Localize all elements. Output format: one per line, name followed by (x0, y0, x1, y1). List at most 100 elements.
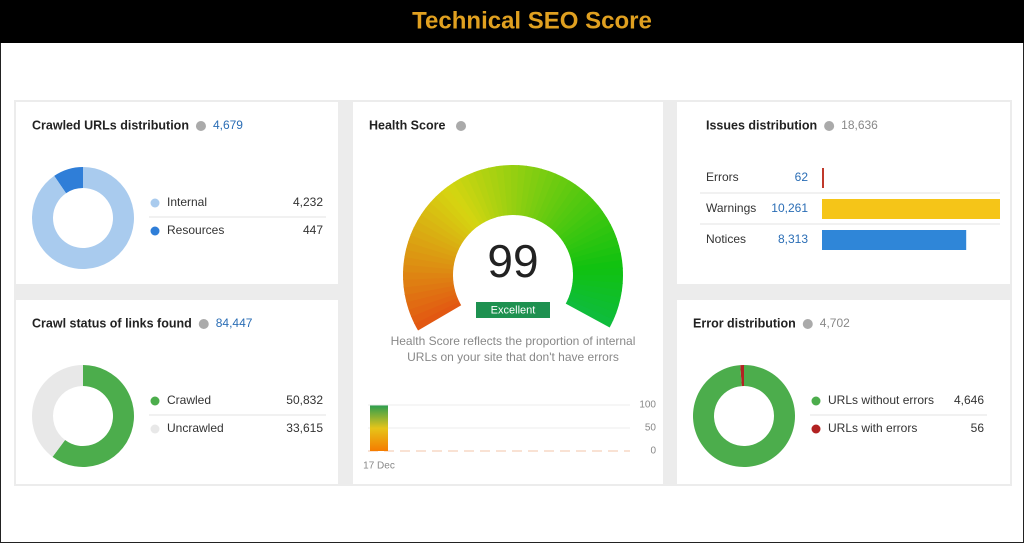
legend-label: Internal (167, 195, 207, 209)
gauge-segment (524, 166, 542, 218)
rating-badge (476, 302, 550, 318)
header-bar (0, 0, 1024, 43)
gauge-segment (408, 293, 458, 317)
donut-segment (32, 167, 134, 269)
legend-dot (811, 396, 821, 406)
gauge-segment (420, 207, 466, 243)
gauge-segment (547, 184, 583, 229)
gauge-segment (571, 283, 622, 300)
description: URLs on your site that don't have errors (407, 350, 619, 364)
gauge-segment (406, 289, 457, 310)
panel-total: 4,679 (213, 118, 243, 132)
gauge-segment (569, 237, 620, 260)
gauge-segment (572, 267, 623, 277)
legend-dot (150, 396, 160, 406)
description: Health Score reflects the proportion of … (391, 334, 636, 348)
gauge-segment (572, 275, 623, 284)
legend-dot (811, 424, 821, 434)
gauge-segment (536, 173, 564, 222)
issue-label: Warnings (706, 201, 756, 215)
gauge-segment (488, 166, 505, 217)
gauge-segment (566, 223, 615, 252)
gauge-segment (459, 174, 489, 223)
gauge-segment (402, 271, 454, 280)
panel-title: Error distribution (693, 316, 796, 330)
gauge-segment (403, 255, 454, 270)
score-value: 99 (487, 235, 538, 287)
panel-total: 18,636 (841, 118, 878, 132)
gauge-segment (550, 188, 589, 232)
gauge-segment (440, 186, 478, 230)
gauge-segment (510, 165, 520, 216)
gauge-segment (572, 279, 623, 292)
gauge-segment (417, 213, 464, 246)
gauge-segment (556, 199, 599, 238)
gauge-segment (569, 291, 619, 314)
legend-label: URLs with errors (828, 421, 917, 435)
issue-value: 8,313 (778, 232, 808, 246)
legend-dot (150, 424, 160, 434)
gauge-segment (543, 180, 577, 226)
donut-segment (740, 365, 744, 387)
gauge-segment (515, 165, 527, 216)
y-tick-label: 0 (650, 446, 656, 457)
gauge-segment (528, 168, 550, 219)
y-tick-label: 100 (639, 400, 656, 411)
gauge-segment (430, 196, 472, 236)
issue-bar (822, 230, 967, 250)
gauge-segment (567, 295, 617, 321)
panel-title: Crawl status of links found (32, 316, 192, 330)
help-icon (195, 121, 206, 131)
help-icon (456, 121, 466, 131)
legend-label: Uncrawled (167, 421, 224, 435)
legend-value: 50,832 (286, 393, 323, 407)
gauge-segment (413, 301, 462, 331)
gauge-segment (503, 165, 513, 216)
gauge-segment (561, 210, 608, 245)
legend-value: 447 (303, 223, 323, 237)
issue-label: Notices (706, 232, 746, 246)
legend-value: 33,615 (286, 421, 323, 435)
history-bar (370, 405, 388, 451)
donut-segment (693, 365, 795, 468)
issue-bar (822, 199, 1000, 219)
issue-value: 62 (795, 170, 809, 184)
gauge-segment (570, 245, 621, 264)
legend-value: 56 (971, 421, 985, 435)
gauge-segment (520, 165, 535, 217)
gauge-segment (532, 170, 557, 220)
panel-total: 4,702 (820, 316, 850, 330)
legend-value: 4,646 (954, 393, 984, 407)
gauge-segment (404, 248, 455, 266)
gauge-segment (410, 297, 460, 324)
gauge-segment (446, 182, 481, 228)
gauge-segment (403, 263, 454, 274)
gauge-segment (453, 178, 485, 225)
gauge (402, 165, 623, 331)
panel-title: Health Score (369, 118, 445, 132)
gauge-segment (403, 281, 454, 295)
y-tick-label: 50 (645, 423, 657, 434)
header-title: Technical SEO Score (412, 7, 652, 34)
panel-title: Issues distribution (706, 118, 817, 132)
gauge-segment (570, 287, 621, 307)
issue-label: Errors (706, 170, 739, 184)
gauge-segment (539, 176, 570, 224)
panel-title: Crawled URLs distribution (32, 118, 189, 132)
issue-value: 10,261 (771, 201, 808, 215)
help-icon (802, 319, 813, 329)
donut-segment (32, 365, 83, 457)
donut-segment (54, 167, 83, 194)
legend-label: URLs without errors (828, 393, 934, 407)
gauge-segment (404, 285, 455, 303)
help-icon (824, 121, 835, 131)
gauge-segment (425, 201, 469, 239)
issue-bar (822, 168, 824, 188)
gauge-segment (413, 220, 461, 250)
legend-dot (150, 198, 160, 208)
legend-label: Resources (167, 223, 224, 237)
panel-total: 84,447 (216, 316, 253, 330)
gauge-segment (564, 217, 611, 248)
gauge-segment (480, 167, 500, 218)
